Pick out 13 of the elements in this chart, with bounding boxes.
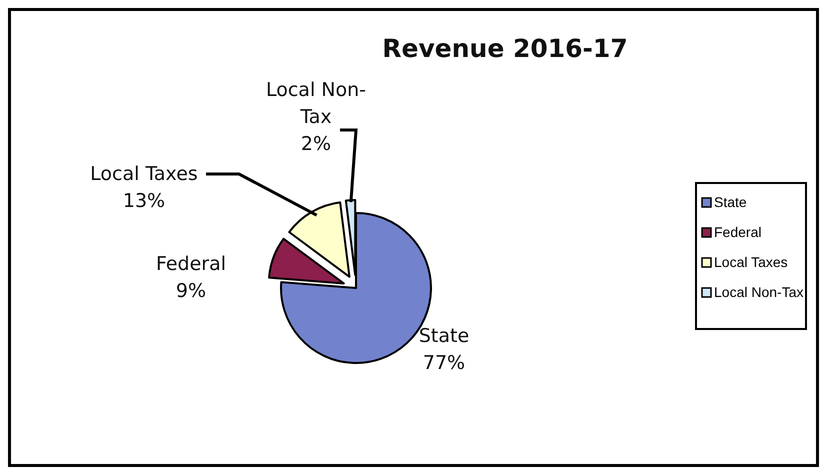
legend-label: Local Non-Tax xyxy=(714,284,804,300)
chart-title: Revenue 2016-17 xyxy=(382,34,628,63)
data-label: 2% xyxy=(300,133,332,155)
data-label: 77% xyxy=(422,352,466,374)
slice-label: Local Taxes xyxy=(90,163,198,185)
data-label: 13% xyxy=(122,190,166,212)
legend-label: Local Taxes xyxy=(714,254,788,270)
data-label: 9% xyxy=(176,280,206,302)
slice-label: Local Non-Tax xyxy=(266,79,366,128)
legend-label: State xyxy=(714,194,747,210)
slice-label: State xyxy=(418,325,470,347)
legend-label: Federal xyxy=(714,224,762,240)
slice-label: Federal xyxy=(156,253,226,275)
